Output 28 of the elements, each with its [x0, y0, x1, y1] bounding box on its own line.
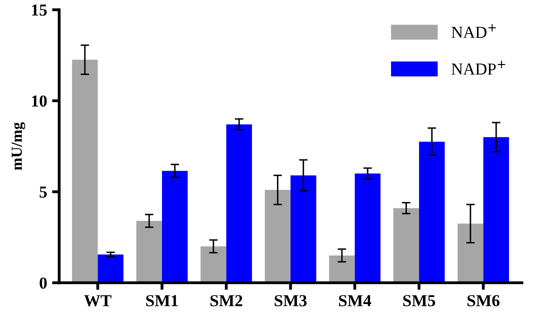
y-tick-label: 10	[32, 95, 47, 107]
bar	[98, 254, 124, 283]
bar	[393, 208, 420, 283]
bar	[458, 224, 484, 283]
bar	[72, 60, 98, 283]
bar	[354, 174, 380, 283]
bar	[200, 246, 226, 283]
bar	[264, 190, 291, 283]
x-tick-label: SM1	[146, 295, 178, 306]
bar	[226, 124, 252, 283]
x-tick-label: SM4	[339, 295, 372, 306]
x-tick-label: WT	[84, 295, 112, 306]
legend-label: NAD$^{+}$	[452, 24, 496, 38]
y-tick-label: 0	[40, 277, 47, 289]
y-tick-label: 15	[32, 4, 47, 16]
bar	[329, 255, 355, 283]
x-tick-label: SM5	[403, 295, 436, 306]
y-tick-label: 5	[40, 186, 47, 198]
bar	[483, 137, 510, 283]
bar	[419, 142, 445, 283]
x-tick-label: SM6	[468, 295, 500, 306]
bar	[162, 170, 188, 283]
bar	[136, 220, 162, 283]
legend-label: NADP$^{+}$	[452, 60, 506, 75]
bar	[290, 175, 316, 283]
x-tick-label: SM3	[274, 295, 307, 306]
x-tick-label: SM2	[210, 295, 242, 306]
y-axis-title: mU/mg	[12, 122, 26, 170]
